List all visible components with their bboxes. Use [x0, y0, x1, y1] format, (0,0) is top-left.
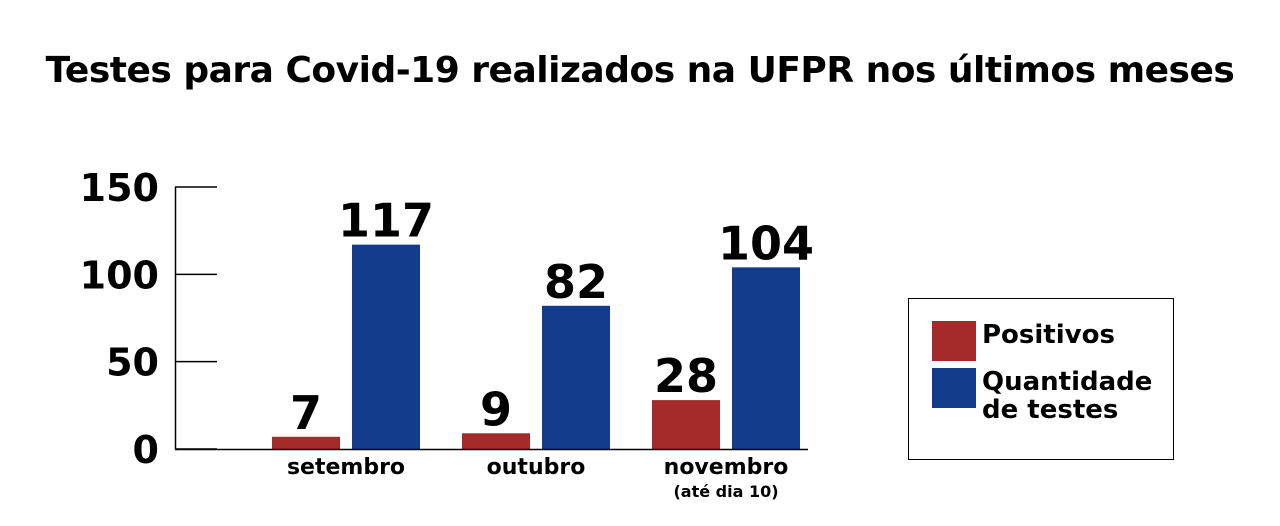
legend-swatch-quantidade	[932, 368, 976, 408]
y-tick-label-50: 50	[106, 341, 159, 385]
bar-outubro-positivos	[462, 433, 530, 449]
value-label-outubro-quantidade: 82	[544, 255, 608, 309]
y-tick-label-100: 100	[80, 253, 159, 297]
bar-novembro-positivos	[652, 400, 720, 449]
value-label-setembro-quantidade: 117	[338, 194, 434, 248]
legend-label-quantidade: Quantidade de testes	[982, 367, 1153, 425]
y-tick-label-150: 150	[80, 166, 159, 210]
value-label-novembro-positivos: 28	[654, 349, 718, 403]
bar-outubro-quantidade	[542, 305, 610, 449]
bar-novembro-quantidade	[732, 267, 800, 449]
y-tick-label-0: 0	[133, 428, 159, 472]
legend-item-quantidade: Quantidade de testes	[932, 368, 1162, 424]
bar-setembro-positivos	[272, 436, 340, 449]
value-label-novembro-quantidade: 104	[718, 216, 814, 270]
category-label-novembro: novembro	[664, 455, 789, 480]
legend-label-positivos: Positivos	[982, 320, 1115, 350]
chart-title: Testes para Covid-19 realizados na UFPR …	[45, 50, 1235, 91]
category-label-outubro: outubro	[487, 455, 586, 480]
legend-swatch-positivos	[932, 321, 976, 361]
value-label-outubro-positivos: 9	[480, 382, 512, 436]
legend-item-positivos: Positivos	[932, 321, 1162, 361]
bar-setembro-quantidade	[352, 244, 420, 449]
category-note-novembro: (até dia 10)	[673, 482, 778, 501]
legend: Positivos Quantidade de testes	[908, 298, 1174, 460]
value-label-setembro-positivos: 7	[290, 386, 322, 440]
category-label-setembro: setembro	[287, 455, 405, 480]
